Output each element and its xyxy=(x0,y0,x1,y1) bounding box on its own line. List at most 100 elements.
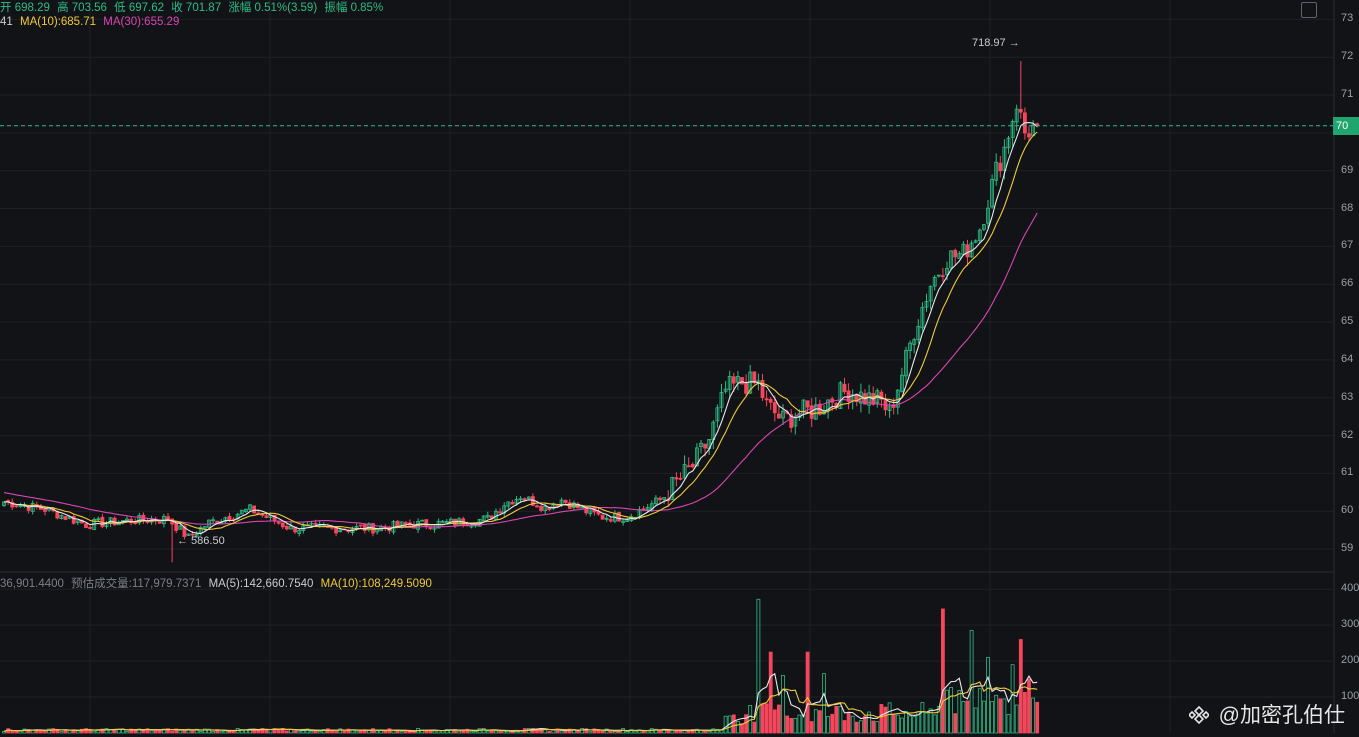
candle-body xyxy=(358,524,363,527)
volume-bar xyxy=(604,728,609,734)
candle-body xyxy=(264,515,269,518)
candle-body xyxy=(543,505,548,511)
volume-bar xyxy=(973,707,978,734)
volume-bar xyxy=(904,711,908,734)
volume-bar xyxy=(51,728,56,734)
volume-bar xyxy=(161,728,166,734)
volume-bar xyxy=(629,729,634,734)
volume-bar xyxy=(112,729,117,734)
candle-body xyxy=(654,497,658,505)
volume-bar xyxy=(358,730,363,734)
candle-body xyxy=(190,533,195,536)
candle-body xyxy=(731,376,736,384)
ma5-value: 41 xyxy=(0,16,13,28)
candle-body xyxy=(572,502,576,508)
volume-tick-label: 100 xyxy=(1341,690,1359,703)
candle-body xyxy=(522,498,527,501)
volume-bar xyxy=(768,651,773,734)
expand-icon[interactable] xyxy=(1301,2,1317,18)
volume-bar xyxy=(625,731,630,734)
candle-body xyxy=(248,504,252,510)
volume-bar xyxy=(846,713,851,734)
volume-bar xyxy=(14,730,19,734)
volume-bar xyxy=(809,721,814,734)
watermark: @加密孔伯仕 xyxy=(1188,699,1345,729)
volume-bar xyxy=(580,728,584,734)
candle-body xyxy=(686,465,691,468)
candle-body xyxy=(59,515,64,519)
candle-body xyxy=(727,376,732,390)
volume-bar xyxy=(891,713,896,734)
candle-body xyxy=(518,498,523,501)
candle-body xyxy=(953,249,958,258)
volume-bar xyxy=(703,730,707,734)
volume-bar xyxy=(444,729,449,734)
candle-body xyxy=(211,519,216,522)
candle-body xyxy=(1010,121,1015,138)
volume-bar xyxy=(801,714,806,734)
candle-body xyxy=(182,525,187,537)
volume-bar xyxy=(654,728,658,734)
volume-bar xyxy=(818,710,822,734)
candle-body xyxy=(781,410,785,419)
volume-bar xyxy=(928,708,933,734)
volume-bar xyxy=(92,730,97,734)
volume-bar xyxy=(982,700,986,734)
volume-bar xyxy=(412,731,416,734)
candle-body xyxy=(916,326,921,341)
volume-bar xyxy=(375,730,380,734)
volume-ma10: MA(10):108,249.5090 xyxy=(320,578,432,590)
candle-body xyxy=(444,520,449,523)
candle-body xyxy=(75,520,80,523)
candle-body xyxy=(485,515,490,518)
candle-body xyxy=(535,505,539,508)
volume-bar xyxy=(465,728,470,734)
volume-bar xyxy=(567,728,572,734)
volume-bar xyxy=(272,728,277,734)
volume-bar xyxy=(608,730,613,734)
candle-body xyxy=(936,274,941,277)
volume-bar xyxy=(383,730,388,734)
ma30-line xyxy=(3,212,1038,529)
volume-bar xyxy=(563,730,568,734)
candle-body xyxy=(912,339,917,345)
ohlc-change: 涨幅 0.51%(3.59) xyxy=(228,2,318,14)
volume-bar xyxy=(280,728,285,734)
volume-bar xyxy=(1006,713,1011,734)
volume-bar xyxy=(1035,701,1040,734)
volume-bar xyxy=(781,675,785,734)
volume-bar xyxy=(912,716,917,734)
price-tick-label: 72 xyxy=(1341,50,1354,63)
volume-bar xyxy=(457,730,462,734)
volume-bar xyxy=(736,721,740,734)
candle-body xyxy=(973,240,978,243)
candle-body xyxy=(313,522,318,525)
current-price-tag: 70 xyxy=(1333,116,1359,135)
candle-body xyxy=(842,383,847,393)
candle-body xyxy=(740,377,744,385)
volume-bar xyxy=(924,712,929,734)
volume-bar xyxy=(104,728,109,734)
volume-bar xyxy=(863,715,867,734)
volume-bar xyxy=(125,731,129,734)
volume-bar xyxy=(883,706,888,734)
volume-bar xyxy=(80,728,84,734)
volume-bar xyxy=(149,730,154,734)
candle-body xyxy=(194,533,199,537)
ohlc-close: 收 701.87 xyxy=(171,2,222,14)
candle-body xyxy=(330,526,334,529)
candle-body xyxy=(723,388,728,392)
candle-body xyxy=(14,505,19,508)
volume-bar xyxy=(129,728,134,734)
candle-body xyxy=(223,517,228,523)
volume-bar xyxy=(190,730,195,734)
candle-body xyxy=(982,224,986,230)
price-tick-label: 73 xyxy=(1341,12,1354,25)
volume-bar xyxy=(481,728,486,734)
estimated-volume: 预估成交量:117,979.7371 xyxy=(71,578,202,590)
volume-bar xyxy=(756,598,761,734)
candle-body xyxy=(625,519,630,522)
ma10-value: MA(10):685.71 xyxy=(20,16,97,28)
high-annotation: 718.97 → xyxy=(972,37,1020,49)
